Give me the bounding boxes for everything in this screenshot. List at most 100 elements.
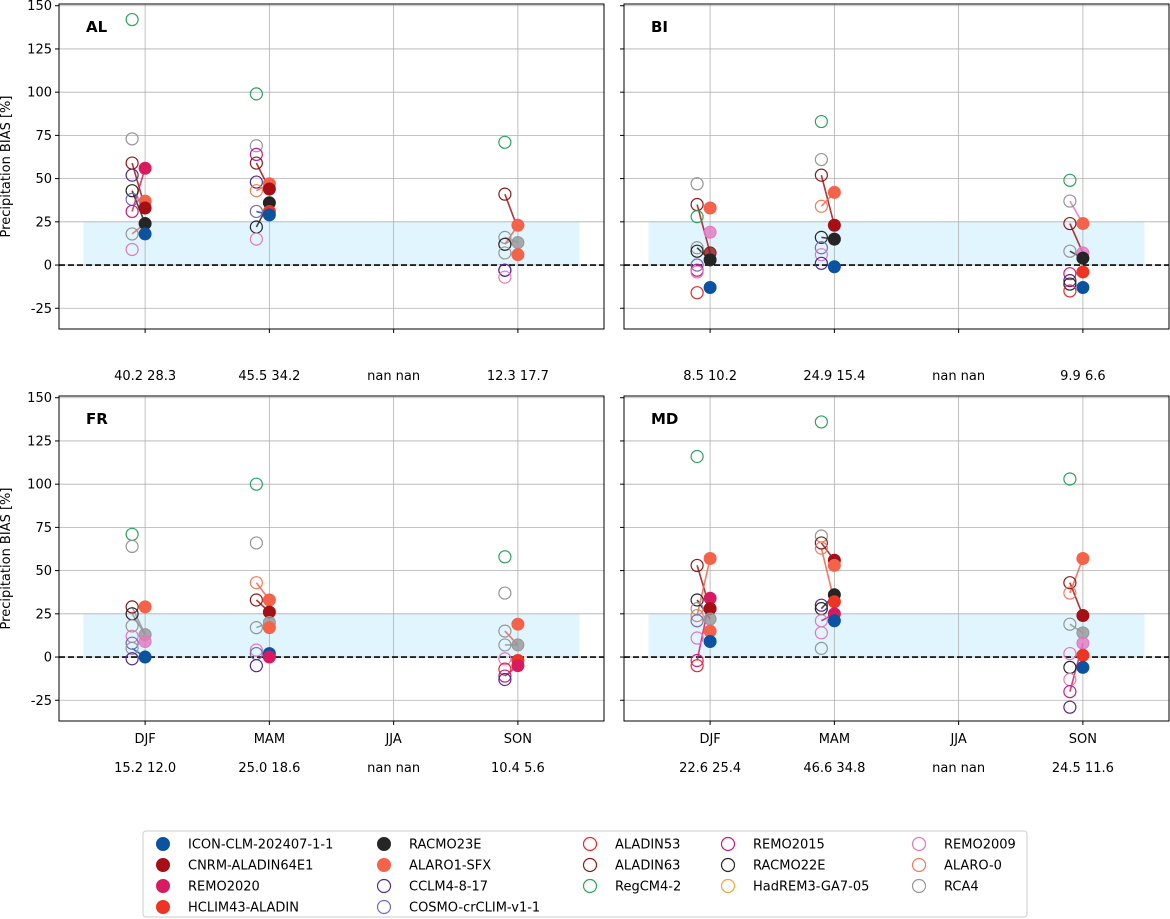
- marker-REMO2015: [125, 204, 139, 219]
- y-tick-label: 0: [44, 651, 52, 666]
- marker-ICON-CLM-202407-1-1: [262, 208, 276, 222]
- marker-ALARO-0: [690, 608, 704, 623]
- legend-label: REMO2015: [753, 838, 825, 853]
- marker-ALARO1-SFX: [1076, 217, 1090, 231]
- legend-marker-RACMO23E: [377, 837, 391, 851]
- panel-title: AL: [86, 18, 108, 36]
- marker-REMO2020: [138, 161, 152, 175]
- panel-BI: 8.5 10.2 24.9 15.4 nan nan 9.9 6.6 BI: [620, 3, 1170, 384]
- marker-RCA4: [498, 246, 512, 260]
- marker-CCLM4-8-17: [249, 175, 263, 189]
- target-band: [648, 613, 1145, 658]
- marker-CNRM-ALADIN64E1: [138, 201, 152, 215]
- marker-ALADIN63: [814, 168, 828, 182]
- marker-RCA4: [498, 624, 512, 638]
- marker-RCA4: [511, 236, 525, 250]
- legend-label: CCLM4-8-17: [409, 880, 488, 895]
- panel-FR: -25 0 25 50 75 100 125 150 DJF MAM JJA SON 15.2 12.0…: [0, 391, 605, 776]
- marker-RegCM4-2: [125, 12, 139, 27]
- season-stat-label: nan nan: [367, 369, 420, 384]
- marker-REMO2009: [125, 242, 139, 257]
- y-tick-label: 125: [27, 42, 52, 57]
- marker-RegCM4-2: [1063, 173, 1077, 187]
- marker-REMO2009: [814, 614, 828, 628]
- marker-ALARO1-SFX: [827, 185, 841, 199]
- marker-ALADIN63: [498, 187, 512, 201]
- legend-marker-RegCM4-2: [582, 878, 598, 894]
- marker-ALARO1-SFX: [511, 248, 525, 262]
- marker-RCA4: [498, 230, 512, 244]
- marker-RegCM4-2: [498, 550, 512, 564]
- season-stat-label: nan nan: [932, 761, 985, 776]
- legend-marker-REMO2015: [720, 836, 736, 852]
- y-tick-label: -25: [31, 694, 52, 709]
- panel-AL: -25 0 25 50 75 100 125 150 40.2 28.3 45.5 34.2 nan…: [0, 0, 605, 384]
- legend-label: REMO2009: [944, 838, 1016, 853]
- marker-RCA4: [125, 641, 139, 655]
- marker-ALADIN63: [1063, 576, 1077, 590]
- marker-RCA4: [125, 132, 139, 146]
- x-tick-label: DJF: [699, 732, 720, 747]
- axes-frame: [623, 395, 1170, 722]
- marker-CCLM4-8-17: [498, 672, 512, 687]
- marker-RCA4: [249, 621, 263, 635]
- marker-ALARO1-SFX: [262, 621, 276, 635]
- marker-HCLIM43-ALADIN: [1076, 648, 1090, 662]
- marker-COSMO-crCLIM-v1-1: [125, 636, 139, 650]
- x-tick-label: SON: [504, 732, 532, 747]
- x-tick-label: DJF: [134, 732, 155, 747]
- season-stat-label: 46.6 34.8: [803, 761, 865, 776]
- marker-REMO2020: [511, 659, 525, 673]
- marker-RegCM4-2: [125, 527, 139, 541]
- legend-marker-COSMO-crCLIM-v1-1: [376, 899, 392, 915]
- marker-REMO2009: [1063, 672, 1077, 687]
- legend-box: [142, 830, 1028, 918]
- marker-ALARO1-SFX: [262, 593, 276, 607]
- marker-ICON-CLM-202407-1-1: [703, 281, 717, 295]
- marker-REMO2009: [498, 270, 512, 284]
- x-tick-label: MAM: [819, 732, 850, 747]
- legend-label: ALADIN53: [615, 838, 680, 853]
- marker-REMO2009: [249, 643, 263, 657]
- y-tick-label: 50: [35, 172, 52, 187]
- legend-label: ALARO1-SFX: [409, 859, 491, 874]
- season-stat-label: 45.5 34.2: [238, 369, 300, 384]
- legend-marker-ALADIN63: [582, 857, 598, 873]
- marker-COSMO-crCLIM-v1-1: [690, 614, 704, 628]
- marker-REMO2009: [249, 232, 263, 246]
- season-stat-label: 10.4 5.6: [491, 761, 545, 776]
- marker-RegCM4-2: [249, 477, 263, 491]
- marker-RACMO22E: [498, 237, 512, 251]
- marker-RACMO22E: [125, 184, 139, 198]
- season-stat-label: 24.5 11.6: [1052, 761, 1114, 776]
- marker-RCA4: [498, 638, 512, 652]
- marker-CNRM-ALADIN64E1: [827, 218, 841, 232]
- marker-ALADIN53: [690, 659, 704, 673]
- marker-ICON-CLM-202407-1-1: [138, 227, 152, 241]
- marker-RACMO22E: [814, 230, 828, 244]
- legend-marker-ALADIN53: [582, 836, 598, 852]
- marker-ALARO1-SFX: [703, 201, 717, 215]
- marker-REMO2015: [1063, 267, 1077, 281]
- legend-label: HCLIM43-ALADIN: [188, 901, 299, 916]
- season-stat-label: 24.9 15.4: [803, 369, 865, 384]
- marker-REMO2015: [1063, 685, 1077, 699]
- marker-RACMO22E: [690, 244, 704, 258]
- marker-RCA4: [814, 152, 828, 167]
- marker-ALADIN63: [690, 558, 704, 573]
- marker-ALARO-0: [249, 576, 263, 590]
- legend-label: REMO2020: [188, 880, 260, 895]
- marker-REMO2015: [498, 669, 512, 683]
- marker-ALARO1-SFX: [511, 617, 525, 631]
- legend-label: RACMO23E: [409, 838, 481, 853]
- marker-ALADIN53: [690, 286, 704, 300]
- marker-ALADIN53: [498, 662, 512, 676]
- marker-ALADIN63: [249, 593, 263, 607]
- legend-label: ICON-CLM-202407-1-1: [188, 838, 333, 853]
- marker-RCA4: [1063, 244, 1077, 258]
- marker-REMO2009: [1063, 646, 1077, 661]
- marker-ALARO1-SFX: [1076, 552, 1090, 565]
- y-tick-label: 100: [27, 478, 52, 493]
- marker-RACMO23E: [1076, 251, 1090, 265]
- marker-RCA4: [249, 139, 263, 153]
